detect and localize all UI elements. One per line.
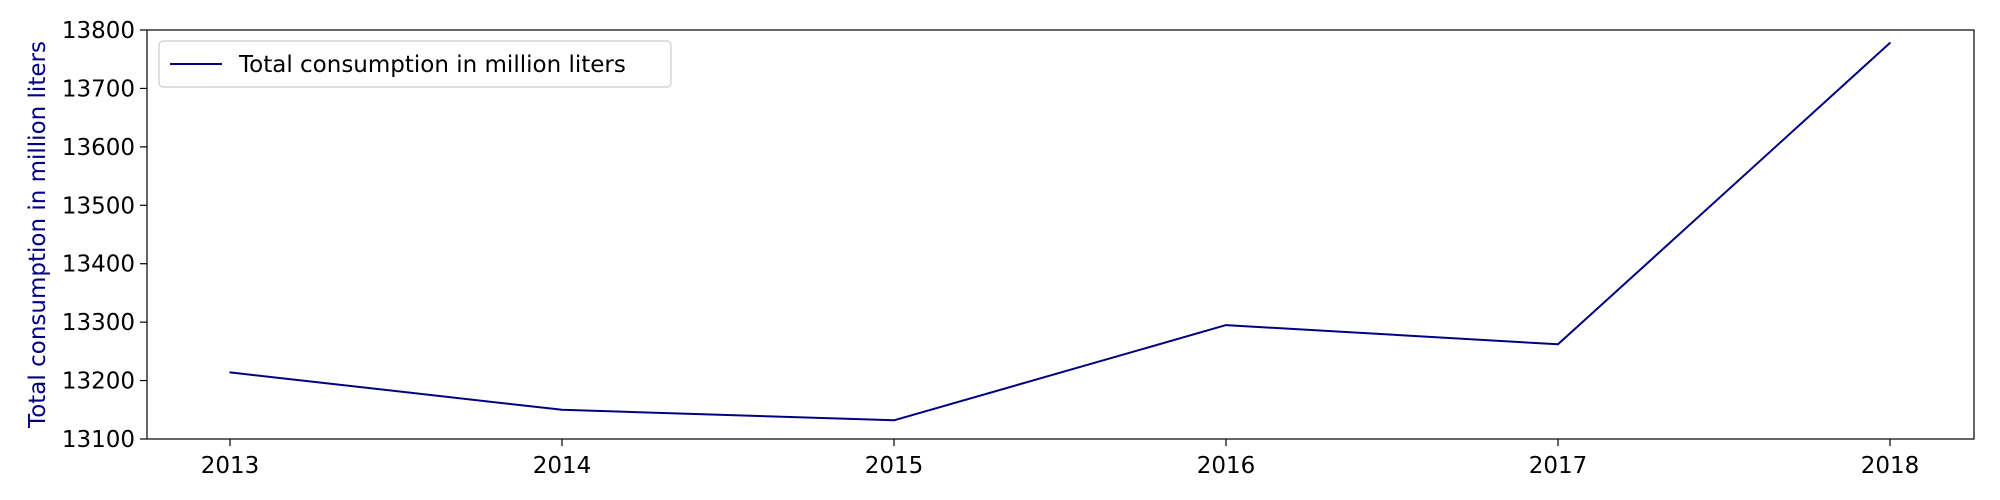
data-point	[1225, 324, 1227, 326]
y-axis-label: Total consumption in million liters	[25, 41, 51, 429]
y-tick-label: 13400	[62, 252, 135, 278]
legend-label: Total consumption in million liters	[238, 52, 626, 78]
y-tick-label: 13100	[62, 427, 135, 453]
y-tick-label: 13600	[62, 135, 135, 161]
axes-frame	[146, 29, 1975, 440]
series-layer	[229, 42, 1891, 422]
legend-box	[158, 40, 672, 88]
x-tick-label: 2018	[1861, 453, 1920, 479]
x-axis: 2013 2014 2015 2016 2017 2018	[201, 439, 1920, 479]
y-axis: 13100 13200 13300 13400 13500 13600 13700 13800	[62, 18, 147, 453]
x-tick-label: 2015	[865, 453, 924, 479]
y-tick-label: 13300	[62, 310, 135, 336]
y-tick-label: 13700	[62, 76, 135, 102]
legend: Total consumption in million liters	[158, 40, 672, 88]
x-tick-label: 2013	[201, 453, 260, 479]
data-point	[1557, 343, 1559, 346]
x-tick-label: 2014	[533, 453, 592, 479]
data-point	[893, 419, 895, 422]
x-tick-label: 2017	[1529, 453, 1588, 479]
plot-area	[146, 29, 1975, 440]
x-tick-label: 2016	[1197, 453, 1256, 479]
series-line	[229, 42, 1891, 422]
data-point	[229, 371, 231, 374]
y-tick-label: 13500	[62, 193, 135, 219]
y-tick-label: 13200	[62, 369, 135, 395]
y-tick-label: 13800	[62, 18, 135, 44]
data-point	[1889, 42, 1891, 44]
data-point	[561, 408, 563, 411]
